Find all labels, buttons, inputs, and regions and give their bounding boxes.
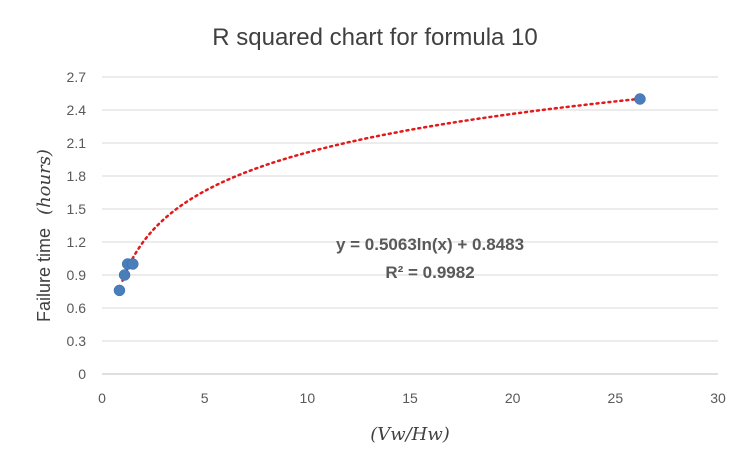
y-axis-unit: (hours) [34, 149, 55, 215]
x-tick-label: 30 [710, 390, 726, 406]
y-tick-label: 2.1 [67, 135, 87, 151]
r-squared-label: R² = 0.9982 [385, 263, 474, 282]
data-points [113, 93, 646, 297]
x-tick-label: 25 [608, 390, 624, 406]
data-point [127, 258, 139, 270]
x-tick-label: 15 [402, 390, 418, 406]
y-tick-label: 1.2 [67, 234, 87, 250]
x-axis-label: (Vw/Hw) [370, 424, 450, 445]
y-tick-label: 1.5 [67, 201, 87, 217]
y-tick-label: 2.7 [67, 69, 87, 85]
x-tick-label: 5 [201, 390, 209, 406]
y-axis-label-text: Failure time [34, 228, 54, 322]
chart-title: R squared chart for formula 10 [212, 24, 538, 51]
trendline [121, 97, 642, 282]
y-tick-labels: 0 0.3 0.6 0.9 1.2 1.5 1.8 2.1 2.4 2.7 [67, 69, 87, 382]
data-point [118, 269, 131, 281]
x-tick-labels: 0 5 10 15 20 25 30 [98, 390, 726, 406]
trend-equation: y = 0.5063ln(x) + 0.8483 [336, 235, 524, 254]
y-tick-label: 1.8 [67, 168, 87, 184]
x-tick-label: 10 [300, 390, 316, 406]
grid-lines [102, 76, 718, 375]
y-axis-label: Failure time (hours) [34, 149, 55, 322]
y-tick-label: 0.3 [67, 333, 87, 349]
y-tick-label: 0.6 [67, 300, 87, 316]
y-tick-label: 0 [78, 366, 86, 382]
data-point [113, 284, 126, 297]
x-tick-label: 20 [505, 390, 521, 406]
data-point [634, 93, 646, 105]
y-tick-label: 0.9 [67, 267, 87, 283]
x-tick-label: 0 [98, 390, 106, 406]
y-tick-label: 2.4 [67, 102, 87, 118]
